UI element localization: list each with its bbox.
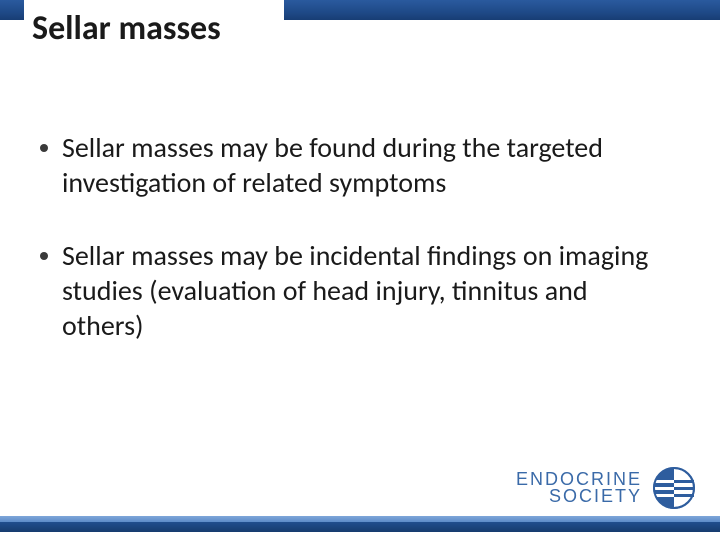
bullet-item: Sellar masses may be found during the ta…: [40, 130, 660, 200]
footer-stripe-dark: [0, 522, 720, 532]
globe-icon: [652, 466, 696, 510]
logo: ENDOCRINE SOCIETY: [516, 466, 696, 510]
bullet-item: Sellar masses may be incidental findings…: [40, 238, 660, 343]
slide-title: Sellar masses: [32, 8, 229, 49]
content-area: Sellar masses may be found during the ta…: [40, 130, 660, 381]
logo-text: ENDOCRINE SOCIETY: [516, 471, 642, 505]
bullet-text: Sellar masses may be found during the ta…: [62, 130, 660, 200]
bullet-marker-icon: [40, 252, 48, 260]
bullet-marker-icon: [40, 144, 48, 152]
logo-line-2: SOCIETY: [516, 488, 642, 505]
bullet-text: Sellar masses may be incidental findings…: [62, 238, 660, 343]
slide: Sellar masses Sellar masses may be found…: [0, 0, 720, 540]
